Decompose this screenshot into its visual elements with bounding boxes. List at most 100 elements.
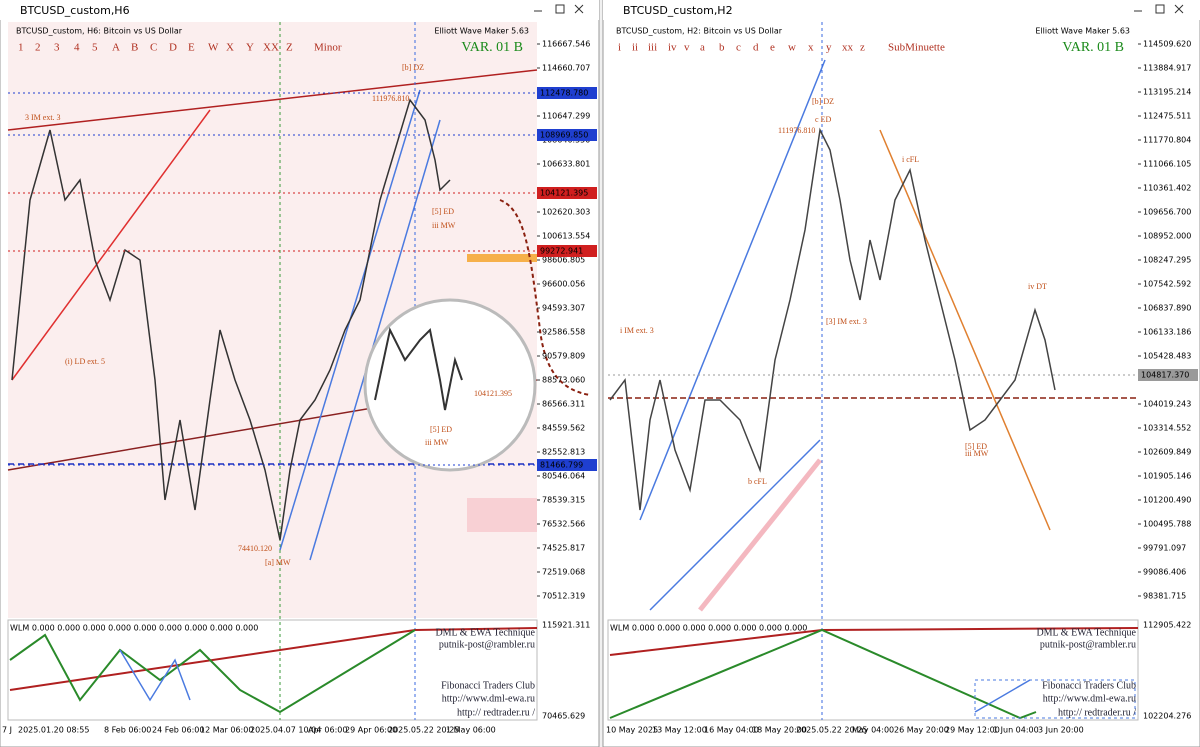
wave-annotation: i IM ext. 3: [620, 326, 654, 335]
time-label: 2025.05.22 20:25: [388, 726, 459, 735]
price-label: 108952.000: [1143, 232, 1191, 241]
window-buttons[interactable]: [534, 4, 1184, 14]
time-label: 13 May 12:00: [652, 726, 707, 735]
wave-annotation: [5] ED: [430, 425, 452, 434]
wave-label: 5: [92, 42, 98, 54]
price-label: 72519.068: [542, 568, 585, 577]
price-label: 107542.592: [1143, 280, 1191, 289]
signature: http:// redtrader.ru /: [1058, 707, 1136, 718]
price-label: 100613.554: [542, 232, 590, 241]
wave-annotation: iii MW: [432, 221, 456, 230]
wave-label: ii: [632, 42, 638, 54]
price-label: 113884.917: [1143, 64, 1191, 73]
wave-label: v: [684, 42, 690, 54]
wave-label: A: [112, 42, 120, 54]
price-label: 106633.801: [542, 160, 590, 169]
price-tag-label: 104121.395: [540, 189, 588, 198]
time-label: May 04:00: [852, 726, 894, 735]
price-tag: [1138, 369, 1198, 381]
wave-label: w: [788, 42, 796, 54]
price-label: 80546.064: [542, 472, 585, 481]
wave-label: xx: [842, 42, 854, 54]
sub-window-label: WLM 0.000 0.000 0.000 0.000 0.000 0.000 …: [10, 624, 258, 633]
price-tag: [537, 187, 597, 199]
time-label: 16 May 04:00: [704, 726, 759, 735]
signature: putnik-post@rambler.ru: [1040, 639, 1136, 650]
wave-label: 3: [54, 42, 60, 54]
price-tag-label: 108969.850: [540, 131, 588, 140]
signature: http://www.dml-ewa.ru: [442, 693, 535, 704]
signature: putnik-post@rambler.ru: [439, 639, 535, 650]
price-label: 100495.788: [1143, 520, 1191, 529]
price-tag-label: 99272.941: [540, 247, 583, 256]
wave-label: c: [736, 42, 741, 54]
indicator-name: Elliott Wave Maker 5.63: [434, 27, 529, 36]
time-label: 2025.05.22 20:25: [796, 726, 867, 735]
sub-axis-label: 70465.629: [542, 712, 585, 721]
price-label: 101905.146: [1143, 472, 1191, 481]
price-label: 103314.552: [1143, 424, 1191, 433]
sub-axis-label: 102204.276: [1143, 712, 1191, 721]
wave-annotation: 3 IM ext. 3: [25, 113, 61, 122]
sub-window: [607, 619, 1139, 721]
price-label: 70512.319: [542, 592, 585, 601]
sub-window: [7, 619, 538, 721]
price-label: 106837.890: [1143, 304, 1191, 313]
indicator-line: [9, 629, 416, 714]
price-path: [609, 127, 1056, 511]
wave-label: 4: [74, 42, 80, 54]
indicator-line: [609, 628, 1037, 720]
time-label: 7 J: [2, 726, 12, 735]
wave-label: iii: [648, 42, 657, 54]
wave-annotation: [b] DZ: [402, 63, 424, 72]
wave-label: D: [169, 42, 177, 54]
wave-label: Z: [286, 42, 293, 54]
wave-annotation: [a] MW: [265, 558, 291, 567]
wave-annotation: 111976.810: [778, 126, 815, 135]
wave-annotation: 74410.120: [238, 544, 272, 553]
symbol-line: BTCUSD_custom, H6: Bitcoin vs US Dollar: [16, 27, 183, 36]
time-label: 1 Jun 04:00: [993, 726, 1039, 735]
symbol-line: BTCUSD_custom, H2: Bitcoin vs US Dollar: [616, 27, 783, 36]
wave-label: B: [131, 42, 138, 54]
time-label: 2025.04.07 10:04: [250, 726, 321, 735]
wave-annotation: i cFL: [902, 155, 919, 164]
variant-label: VAR. 01 B: [1062, 40, 1124, 55]
wave-annotation: b cFL: [748, 477, 767, 486]
time-label: 8 Feb 06:00: [104, 726, 151, 735]
wave-label: y: [826, 42, 832, 54]
price-label: 96600.056: [542, 280, 585, 289]
sub-axis-label: 112905.422: [1143, 621, 1191, 630]
wave-label: e: [770, 42, 775, 54]
price-label: 113195.214: [1143, 88, 1191, 97]
price-label: 98606.805: [542, 256, 585, 265]
time-label: 29 May 12:00: [945, 726, 1000, 735]
indicator-line: [119, 649, 191, 702]
price-label: 109656.700: [1143, 208, 1191, 217]
wave-label: Y: [246, 42, 254, 54]
variant-label: VAR. 01 B: [461, 40, 523, 55]
time-label: 29 Apr 06:00: [345, 726, 397, 735]
window-title: BTCUSD_custom,H2: [623, 4, 733, 17]
time-label: 3 Jun 20:00: [1038, 726, 1084, 735]
price-label: 88573.060: [542, 376, 585, 385]
price-label: 112475.511: [1143, 112, 1191, 121]
time-label: 24 Feb 06:00: [152, 726, 204, 735]
price-tag: [537, 87, 597, 99]
price-tag: [537, 129, 597, 141]
wave-label: iv: [668, 42, 677, 54]
wave-label: C: [150, 42, 157, 54]
wave-annotation: [5] ED: [965, 442, 987, 451]
window-title: BTCUSD_custom,H6: [20, 4, 130, 17]
price-label: 106133.186: [1143, 328, 1191, 337]
sub-window-label: WLM 0.000 0.000 0.000 0.000 0.000 0.000 …: [610, 624, 807, 633]
price-label: 110647.299: [542, 112, 590, 121]
price-label: 78539.315: [542, 496, 585, 505]
price-label: 105428.483: [1143, 352, 1191, 361]
wave-annotation: iv DT: [1028, 282, 1047, 291]
wave-label: z: [860, 42, 865, 54]
price-label: 111770.804: [1143, 136, 1191, 145]
wave-annotation: [5] ED: [432, 207, 454, 216]
wave-label: Minor: [314, 42, 342, 54]
